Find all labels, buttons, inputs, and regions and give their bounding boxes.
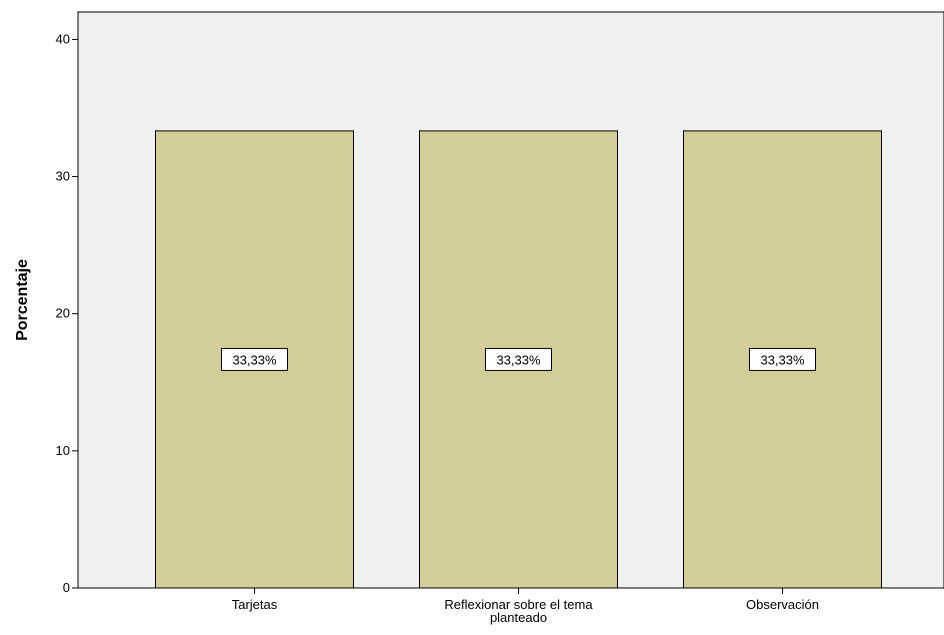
y-tick-label: 40 xyxy=(56,31,70,46)
data-label: 33,33% xyxy=(496,352,541,367)
x-axis: Tarjetas Reflexionar sobre el tema plantea… xyxy=(78,587,944,625)
y-axis-title: Porcentaje xyxy=(14,259,31,341)
y-axis: 0 10 20 30 40 xyxy=(56,12,79,595)
y-tick-label: 10 xyxy=(56,443,70,458)
x-tick-label: Reflexionar sobre el tema planteado xyxy=(444,597,593,625)
y-tick-label: 30 xyxy=(56,169,70,184)
data-label-box xyxy=(221,347,288,371)
y-tick-label: 0 xyxy=(63,580,70,595)
data-label-box xyxy=(485,347,552,371)
x-tick-label: Observación xyxy=(746,597,819,612)
x-tick-label: Tarjetas xyxy=(232,597,278,612)
data-label: 33,33% xyxy=(232,352,277,367)
y-tick-label: 20 xyxy=(56,306,70,321)
data-label: 33,33% xyxy=(760,352,805,367)
data-label-box xyxy=(749,347,816,371)
data-labels-group: 33,33% 33,33% 33,33% xyxy=(221,347,816,371)
